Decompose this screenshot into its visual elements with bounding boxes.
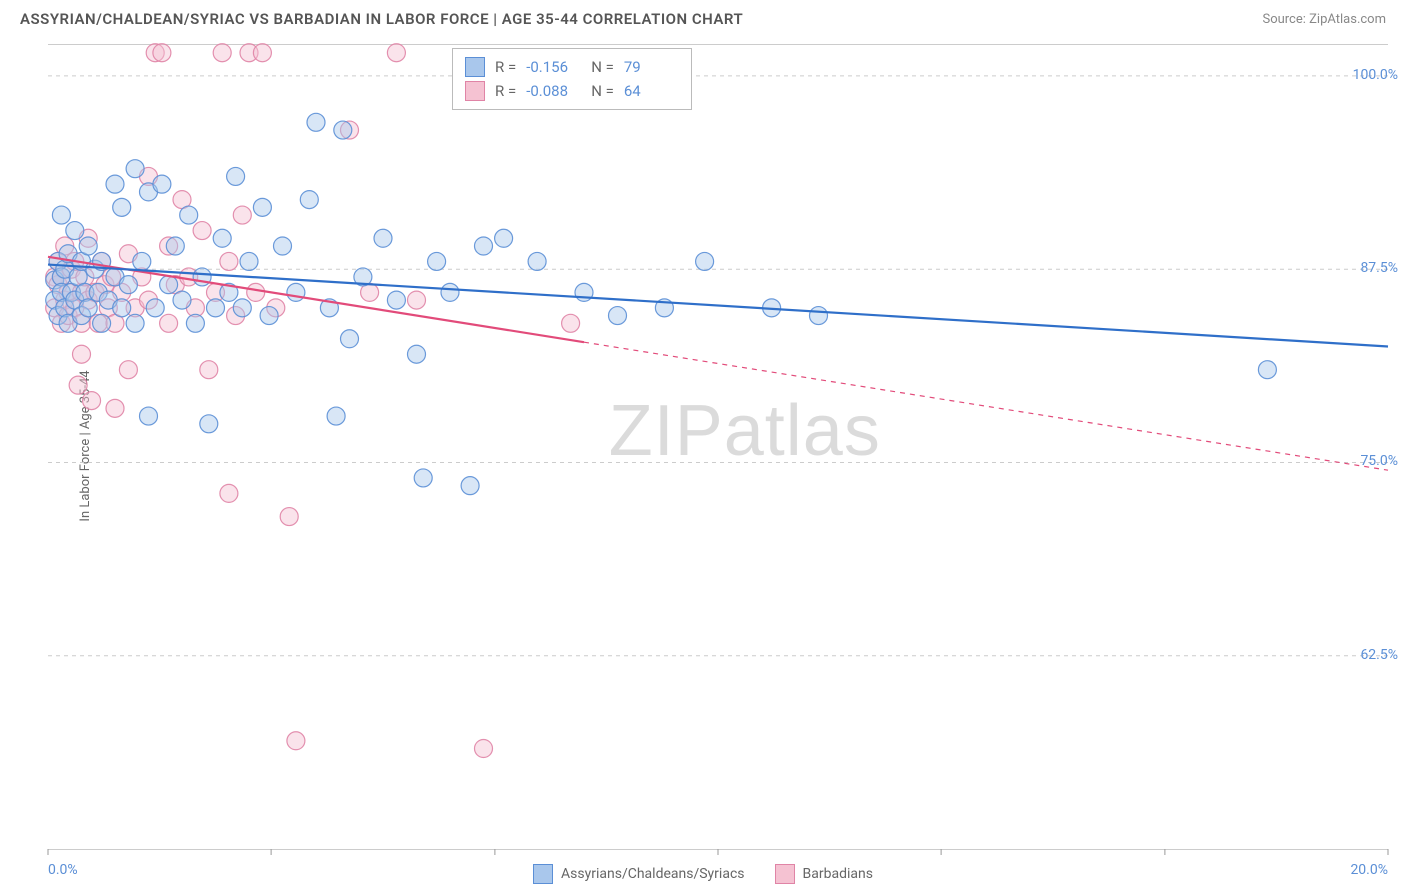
legend-item-b: Barbadians [775,864,873,884]
scatter-plot-svg [48,45,1388,849]
source-attribution: Source: ZipAtlas.com [1262,12,1386,27]
legend-label-a: Assyrians/Chaldeans/Syriacs [561,866,744,882]
stats-row-series-a: R = -0.156 N = 79 [465,55,679,79]
stat-n-label: N = [591,58,614,76]
stat-n-value-b: 64 [624,82,679,100]
y-tick-label: 62.5% [1360,647,1398,663]
legend-label-b: Barbadians [803,866,873,882]
y-tick-label: 75.0% [1360,453,1398,469]
stat-r-value-a: -0.156 [526,58,581,76]
swatch-series-b [465,81,485,101]
legend-item-a: Assyrians/Chaldeans/Syriacs [533,864,744,884]
bottom-legend: Assyrians/Chaldeans/Syriacs Barbadians [0,864,1406,884]
stat-r-label: R = [495,82,516,100]
stat-n-value-a: 79 [624,58,679,76]
legend-swatch-b [775,864,795,884]
chart-plot-area: ZIPatlas [48,44,1388,850]
y-tick-label: 100.0% [1353,67,1398,83]
stats-row-series-b: R = -0.088 N = 64 [465,79,679,103]
stat-r-label: R = [495,58,516,76]
legend-swatch-a [533,864,553,884]
stat-r-value-b: -0.088 [526,82,581,100]
y-tick-label: 87.5% [1360,260,1398,276]
chart-title: ASSYRIAN/CHALDEAN/SYRIAC VS BARBADIAN IN… [20,10,743,28]
stat-n-label: N = [591,82,614,100]
swatch-series-a [465,57,485,77]
correlation-stats-box: R = -0.156 N = 79 R = -0.088 N = 64 [452,48,692,110]
